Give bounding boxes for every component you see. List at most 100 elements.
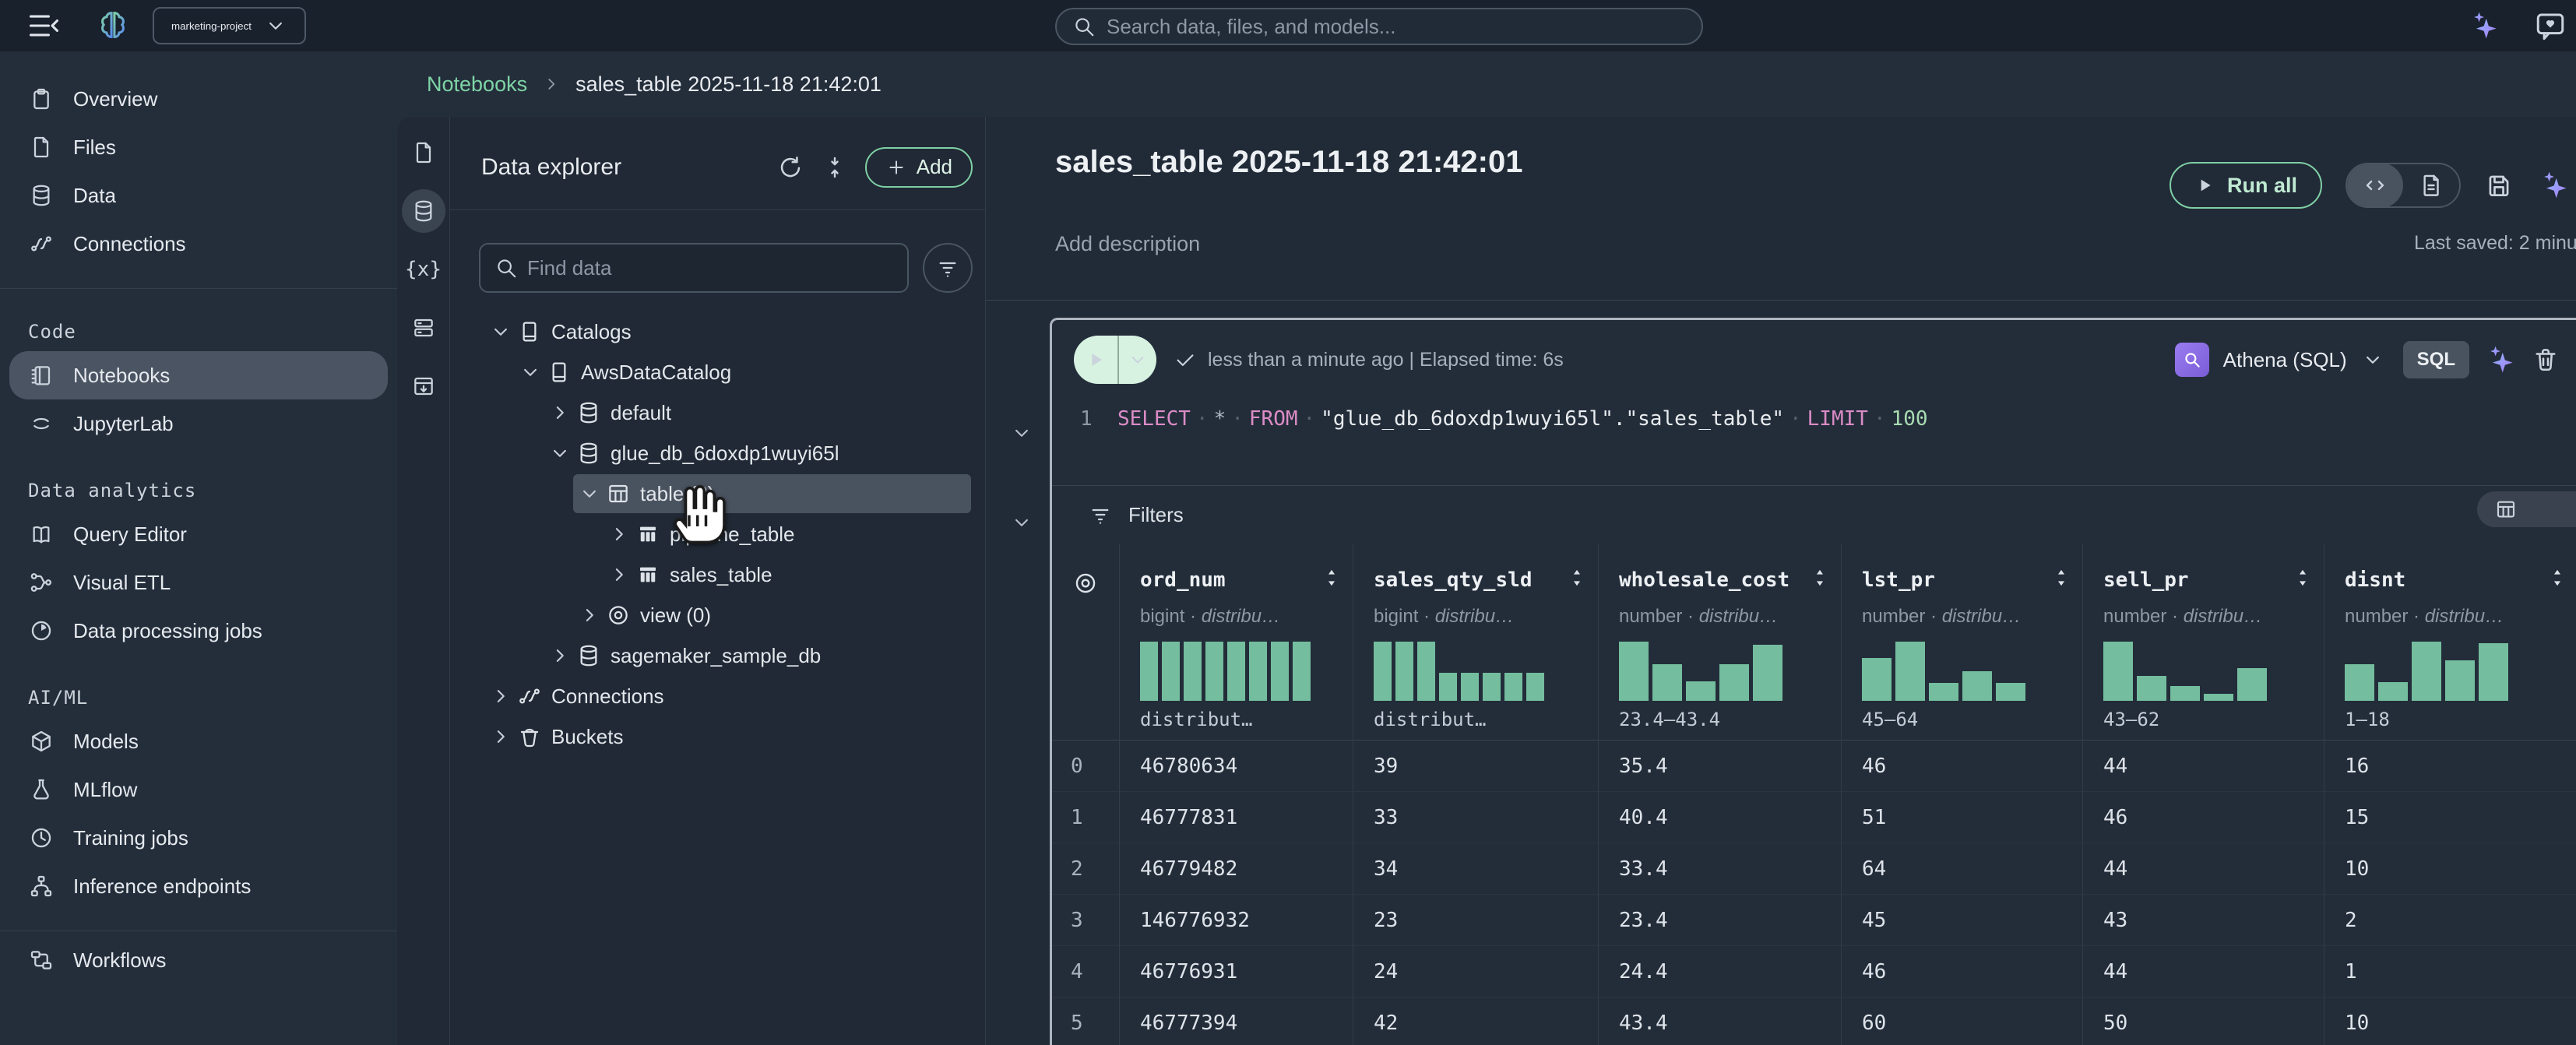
project-selector[interactable]: marketing-project [153,7,306,44]
sidebar-item-notebooks[interactable]: Notebooks [9,351,388,399]
tree-item-view-0-[interactable]: view (0) [450,595,985,635]
strip-table-download-icon[interactable] [402,364,445,408]
tree-item-pipeline-table[interactable]: pipeline_table [450,514,985,554]
sidebar-item-files[interactable]: Files [0,123,397,171]
ai-sparkle-icon[interactable] [2467,9,2501,43]
explorer-filter-button[interactable] [923,243,973,293]
feedback-icon[interactable] [2534,9,2567,42]
sort-icon[interactable] [2294,567,2311,589]
chevron-right-icon[interactable] [489,725,512,748]
collapse-cell-icon[interactable] [1008,419,1036,447]
sidebar-item-visual-etl[interactable]: Visual ETL [0,558,397,607]
sidebar-item-query-editor[interactable]: Query Editor [0,510,397,558]
tree-item-label: Connections [551,684,664,709]
row-index: 4 [1052,946,1120,998]
cube-icon [28,729,55,754]
row-select-header[interactable] [1052,544,1120,741]
chevron-down-icon[interactable] [519,361,542,384]
table-cell: 16 [2324,741,2576,792]
column-histogram [1619,642,1824,701]
add-description[interactable]: Add description [1055,232,1200,256]
sidebar-item-label: Models [73,730,139,754]
strip-database-icon[interactable] [402,189,445,233]
sidebar-item-overview[interactable]: Overview [0,75,397,123]
add-data-button[interactable]: Add [865,147,973,188]
run-cell-button[interactable] [1074,336,1117,384]
tree-item-sales-table[interactable]: sales_table [450,554,985,595]
refresh-icon[interactable] [776,153,804,181]
find-data-field[interactable] [527,256,893,280]
global-search-input[interactable] [1107,15,1686,39]
sidebar-item-connections[interactable]: Connections [0,220,397,268]
chevron-right-icon[interactable] [607,563,631,586]
table-cell: 46780634 [1120,741,1353,792]
column-histogram [1140,642,1336,701]
tree-item-catalogs[interactable]: Catalogs [450,311,985,352]
sidebar-item-workflows[interactable]: Workflows [0,936,397,984]
sidebar-item-data[interactable]: Data [0,171,397,220]
menu-collapse-icon[interactable] [20,7,67,44]
global-search[interactable] [1055,8,1703,45]
collapse-all-icon[interactable] [822,154,848,181]
sidebar-item-label: Workflows [73,948,166,973]
tree-item-table-2-[interactable]: table (2) [450,473,985,514]
collapse-output-icon[interactable] [1008,508,1036,537]
workflow-icon [28,948,55,973]
sidebar-item-label: Data processing jobs [73,619,262,643]
chevron-right-icon[interactable] [489,684,512,708]
chevron-down-icon[interactable] [578,482,601,505]
run-all-button[interactable]: Run all [2170,162,2322,209]
sort-icon[interactable] [1568,567,1585,589]
sidebar-item-mlflow[interactable]: MLflow [0,765,397,814]
document-view-toggle[interactable] [2403,163,2459,208]
document-icon [2418,172,2444,199]
histogram-bar [1461,673,1479,701]
ai-sparkle-icon[interactable] [2483,343,2518,377]
save-icon[interactable] [2484,171,2514,200]
tree-item-connections[interactable]: Connections [450,676,985,716]
code-editor-line[interactable]: 1 SELECT·*·FROM·"glue_db_6doxdp1wuyi65l"… [1052,384,2576,431]
column-name: sell_pr [2103,568,2307,592]
strip-server-icon[interactable] [402,306,445,350]
header-divider [986,300,2576,301]
chevron-down-icon[interactable] [548,442,572,465]
find-data-input[interactable] [479,243,909,293]
table-grid-icon [606,481,631,506]
chevron-right-icon[interactable] [578,603,601,627]
breadcrumb-notebooks-link[interactable]: Notebooks [427,72,527,97]
histogram-bar [1417,642,1435,701]
chevron-down-icon[interactable] [489,320,512,343]
column-range-caption: 43–62 [2103,709,2307,730]
sidebar-item-inference-endpoints[interactable]: Inference endpoints [0,862,397,910]
sidebar-item-models[interactable]: Models [0,717,397,765]
sidebar-item-jupyterlab[interactable]: JupyterLab [0,399,397,448]
connections-icon [517,684,542,709]
sql-code: SELECT·*·FROM·"glue_db_6doxdp1wuyi65l"."… [1117,407,1928,431]
chevron-right-icon[interactable] [548,401,572,424]
tree-item-awsdatacatalog[interactable]: AwsDataCatalog [450,352,985,392]
sidebar-item-data-processing-jobs[interactable]: Data processing jobs [0,607,397,655]
sidebar-item-training-jobs[interactable]: Training jobs [0,814,397,862]
filters-row[interactable]: Filters [1052,486,2576,544]
histogram-bar [1483,673,1501,701]
sort-icon[interactable] [1811,567,1828,589]
tree-item-buckets[interactable]: Buckets [450,716,985,757]
data-explorer-title: Data explorer [481,154,621,181]
code-view-toggle[interactable] [2347,163,2403,208]
ai-sparkle-icon[interactable] [2537,168,2571,202]
strip-file-icon[interactable] [402,131,445,174]
tree-item-default[interactable]: default [450,392,985,433]
table-view-toggle[interactable] [2477,491,2576,527]
chevron-right-icon[interactable] [607,522,631,546]
tree-item-label: Catalogs [551,320,632,344]
chevron-right-icon[interactable] [548,644,572,667]
run-options-button[interactable] [1117,336,1156,384]
strip-braces-icon[interactable]: {x} [402,248,445,291]
tree-item-glue-db-6doxdp1wuyi65l[interactable]: glue_db_6doxdp1wuyi65l [450,433,985,473]
sort-icon[interactable] [2053,567,2070,589]
trash-icon[interactable] [2532,346,2560,374]
sort-icon[interactable] [2549,567,2566,589]
sort-icon[interactable] [1323,567,1340,589]
tree-item-sagemaker-sample-db[interactable]: sagemaker_sample_db [450,635,985,676]
chevron-down-icon[interactable] [2361,348,2384,371]
